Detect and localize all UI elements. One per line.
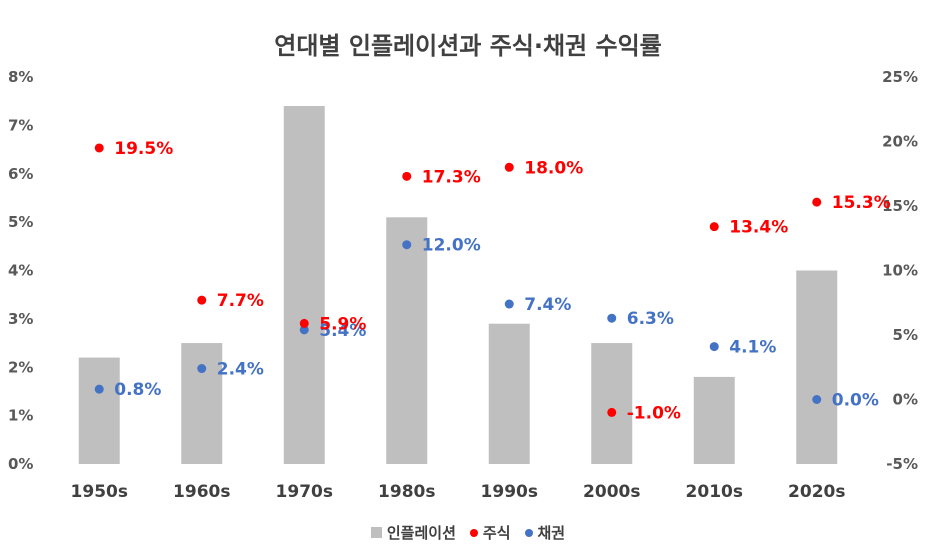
- right-tick-label: 25%: [882, 68, 918, 86]
- stocks-point: [504, 162, 514, 172]
- inflation-bar: [78, 357, 120, 464]
- stocks-data-label: 15.3%: [832, 193, 891, 213]
- stocks-point: [94, 143, 104, 153]
- stocks-data-label: 13.4%: [729, 218, 788, 238]
- right-tick-label: -5%: [886, 455, 918, 473]
- left-tick-label: 8%: [8, 68, 33, 86]
- inflation-bar: [283, 106, 325, 465]
- left-tick-label: 1%: [8, 407, 33, 425]
- stocks-data-label: 17.3%: [422, 167, 481, 187]
- left-tick-label: 7%: [8, 116, 33, 134]
- left-tick-label: 6%: [8, 165, 33, 183]
- left-tick-label: 4%: [8, 262, 33, 280]
- bonds-point: [504, 299, 514, 309]
- left-tick-label: 5%: [8, 213, 33, 231]
- bonds-data-label: 7.4%: [524, 295, 571, 315]
- bonds-point: [709, 342, 719, 352]
- right-tick-label: 15%: [882, 197, 918, 215]
- legend-label-stocks: 주식: [482, 524, 511, 542]
- legend-label-bonds: 채권: [537, 524, 566, 542]
- bonds-data-label: 0.8%: [114, 380, 161, 400]
- category-label: 1990s: [481, 482, 538, 502]
- bonds-data-label: 6.3%: [627, 309, 674, 329]
- legend: 인플레이션 주식 채권: [0, 522, 936, 543]
- stocks-data-label: 5.9%: [319, 314, 366, 334]
- stocks-point: [402, 171, 412, 181]
- stocks-data-label: 7.7%: [217, 291, 264, 311]
- right-tick-label: 20%: [882, 133, 918, 151]
- inflation-bar: [386, 217, 428, 464]
- legend-swatch-inflation: [370, 527, 382, 538]
- stocks-data-label: 18.0%: [524, 158, 583, 178]
- category-label: 2000s: [583, 482, 640, 502]
- bonds-point: [607, 313, 617, 323]
- stocks-point: [197, 295, 207, 305]
- stocks-point: [709, 222, 719, 232]
- left-tick-label: 3%: [8, 310, 33, 328]
- bonds-point: [94, 384, 104, 394]
- return-points: 0.8% 2.4% 5.4% 12.0% 7.4% 6.3% 4.1% 0.0% 19.5% 7.…: [94, 139, 891, 423]
- legend-item-bonds: 채권: [524, 522, 566, 543]
- right-axis: -5% 0% 5% 10% 15% 20% 25%: [882, 68, 918, 473]
- chart-title: 연대별 인플레이션과 주식·채권 수익률: [274, 32, 662, 60]
- legend-swatch-bonds: [524, 528, 533, 537]
- bonds-data-label: 0.0%: [832, 391, 879, 411]
- stocks-data-label: -1.0%: [627, 403, 681, 423]
- inflation-bar: [796, 270, 838, 464]
- category-label: 2010s: [686, 482, 743, 502]
- stocks-point: [299, 318, 309, 328]
- bonds-data-label: 2.4%: [217, 360, 264, 380]
- right-tick-label: 0%: [893, 391, 918, 409]
- bonds-data-label: 5.4%: [319, 321, 366, 341]
- stocks-point: [812, 197, 822, 207]
- category-label: 2020s: [788, 482, 845, 502]
- stocks-point: [607, 407, 617, 417]
- legend-swatch-stocks: [469, 528, 478, 537]
- category-label: 1970s: [276, 482, 333, 502]
- inflation-bar: [181, 343, 223, 464]
- inflation-bar: [488, 323, 530, 464]
- right-tick-label: 10%: [882, 262, 918, 280]
- left-tick-label: 0%: [8, 455, 33, 473]
- bonds-point: [812, 395, 822, 404]
- stocks-data-label: 19.5%: [114, 139, 173, 159]
- inflation-bars: [78, 106, 838, 465]
- legend-item-inflation: 인플레이션: [370, 522, 456, 543]
- right-tick-label: 5%: [893, 326, 918, 344]
- inflation-bar: [693, 376, 735, 464]
- category-label: 1950s: [71, 482, 128, 502]
- inflation-bar: [591, 343, 633, 464]
- legend-item-stocks: 주식: [469, 522, 511, 543]
- category-axis: 1950s 1960s 1970s 1980s 1990s 2000s 2010s 2020s: [71, 482, 846, 502]
- category-label: 1980s: [378, 482, 435, 502]
- category-label: 1960s: [173, 482, 230, 502]
- bonds-data-label: 4.1%: [729, 338, 776, 358]
- left-axis: 0% 1% 2% 3% 4% 5% 6% 7% 8%: [8, 68, 33, 473]
- bonds-point: [197, 364, 207, 374]
- legend-label-inflation: 인플레이션: [386, 524, 456, 542]
- left-tick-label: 2%: [8, 358, 33, 376]
- bonds-point: [299, 325, 309, 335]
- bonds-point: [402, 240, 412, 250]
- bonds-data-label: 12.0%: [422, 236, 481, 256]
